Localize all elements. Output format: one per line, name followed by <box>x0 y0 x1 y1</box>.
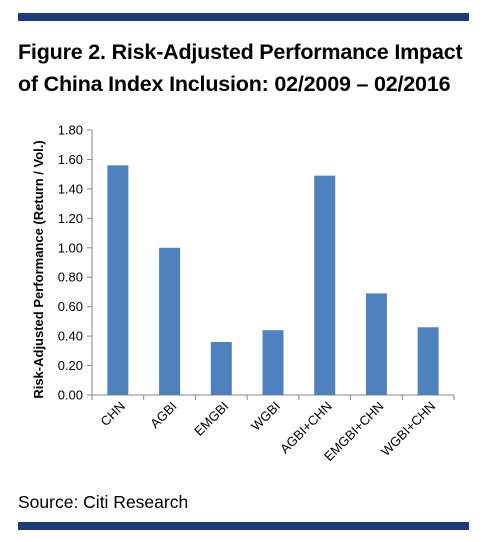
figure-title-line-2: of China Index Inclusion: 02/2009 – 02/2… <box>18 72 451 96</box>
y-tick-label: 0.00 <box>58 388 83 403</box>
x-tick-label: AGBI <box>147 399 180 432</box>
y-tick-label: 1.60 <box>58 152 83 167</box>
bar-agbi-plus-chn <box>314 175 336 395</box>
x-tick-label: WGBI+CHN <box>378 399 438 459</box>
bar-emgbi-plus-chn <box>365 293 387 395</box>
top-rule <box>18 13 469 21</box>
bar-wgbi <box>262 330 284 395</box>
y-tick-label: 1.20 <box>58 211 83 226</box>
y-tick-label: 0.40 <box>58 329 83 344</box>
y-tick-label: 1.80 <box>58 123 83 138</box>
bar-chn <box>107 165 129 395</box>
y-tick-label: 0.80 <box>58 270 83 285</box>
y-tick-label: 1.00 <box>58 240 83 255</box>
y-tick-label: 0.20 <box>58 358 83 373</box>
y-axis-title: Risk-Adjusted Performance (Return / Vol.… <box>31 140 46 398</box>
y-tick-label: 1.40 <box>58 181 83 196</box>
x-tick-label: EMGBI <box>191 399 231 439</box>
figure-title: Figure 2. Risk-Adjusted Performance Impa… <box>18 36 478 100</box>
bar-emgbi <box>210 342 232 395</box>
x-tick-label: CHN <box>97 399 128 430</box>
bar-wgbi-plus-chn <box>417 327 439 395</box>
x-tick-label: WGBI <box>248 399 283 434</box>
figure-title-line-1: Figure 2. Risk-Adjusted Performance Impa… <box>18 40 463 64</box>
y-tick-label: 0.60 <box>58 299 83 314</box>
bar-agbi <box>159 247 181 395</box>
bottom-rule <box>18 522 469 530</box>
source-note: Source: Citi Research <box>18 492 189 512</box>
